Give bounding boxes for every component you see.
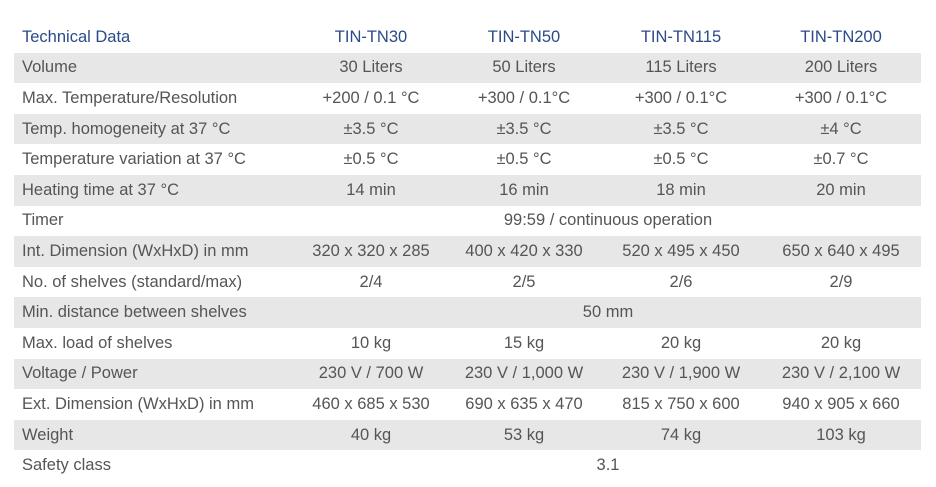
cell: 815 x 750 x 600 [622, 394, 740, 413]
header-label: Technical Data [22, 27, 131, 46]
cell: +300 / 0.1°C [477, 88, 571, 107]
cell: ±3.5 °C [343, 119, 399, 138]
row-label: Weight [22, 425, 74, 444]
cell: 320 x 320 x 285 [312, 241, 430, 260]
cell: ±0.5 °C [343, 150, 399, 169]
table-body: Volume 30 Liters 50 Liters 115 Liters 200 Li… [14, 52, 921, 481]
cell: ±4 °C [820, 119, 862, 138]
cell: ±0.7 °C [813, 150, 869, 169]
cell: 520 x 495 x 450 [622, 241, 740, 260]
table-row: Safety class 3.1 [14, 450, 921, 481]
cell: 460 x 685 x 530 [312, 394, 430, 413]
cell: +300 / 0.1°C [634, 88, 728, 107]
cell: 3.1 [596, 456, 620, 475]
cell: 99:59 / continuous operation [503, 211, 713, 230]
row-label: Temp. homogeneity at 37 °C [22, 119, 231, 138]
row-label: Max. Temperature/Resolution [22, 88, 238, 107]
cell: 690 x 635 x 470 [465, 394, 583, 413]
table-row: Min. distance between shelves 50 mm [14, 297, 921, 328]
cell: 940 x 905 x 660 [782, 394, 900, 413]
cell: ±0.5 °C [496, 150, 552, 169]
table-row: No. of shelves (standard/max) 2/4 2/5 2/6 2/… [14, 267, 921, 298]
table-row: Temp. homogeneity at 37 °C ±3.5 °C ±3.5 °C… [14, 113, 921, 145]
cell: 200 Liters [804, 58, 878, 77]
cell: 40 kg [350, 425, 392, 444]
cell: 650 x 640 x 495 [782, 241, 900, 260]
table-row: Max. load of shelves 10 kg 15 kg 20 kg 20 kg [14, 328, 921, 359]
cell: 115 Liters [645, 58, 717, 77]
spec-table: Technical Data TIN-TN30 TIN-TN50 TIN-TN115 T… [14, 22, 921, 481]
cell: 230 V / 1,900 W [621, 364, 741, 383]
cell: +200 / 0.1 °C [322, 88, 420, 107]
row-label: Int. Dimension (WxHxD) in mm [22, 241, 249, 260]
table-row: Voltage / Power 230 V / 700 W 230 V / 1,00… [14, 358, 921, 390]
cell: 14 min [346, 180, 396, 199]
table-row: Weight 40 kg 53 kg 74 kg 103 kg [14, 419, 921, 451]
table-row: Heating time at 37 °C 14 min 16 min 18 min 2… [14, 174, 921, 206]
table-row: Timer 99:59 / continuous operation [14, 206, 921, 237]
cell: 74 kg [660, 425, 702, 444]
cell: 53 kg [503, 425, 545, 444]
cell: 20 kg [660, 333, 702, 352]
cell: 2/4 [359, 272, 383, 291]
column-header: TIN-TN50 [487, 27, 561, 46]
cell: 230 V / 700 W [318, 364, 424, 383]
cell: 18 min [656, 180, 706, 199]
cell: 2/6 [669, 272, 693, 291]
row-label: Max. load of shelves [22, 333, 173, 352]
column-header: TIN-TN30 [334, 27, 408, 46]
row-label: Temperature variation at 37 °C [22, 150, 246, 169]
cell: 2/9 [829, 272, 853, 291]
table-row: Max. Temperature/Resolution +200 / 0.1 °C… [14, 83, 921, 114]
row-label: Min. distance between shelves [22, 303, 247, 322]
cell: 2/5 [512, 272, 536, 291]
cell: 20 kg [820, 333, 862, 352]
cell: ±3.5 °C [496, 119, 552, 138]
row-label: Timer [22, 211, 64, 230]
header-row: Technical Data TIN-TN30 TIN-TN50 TIN-TN115 T… [14, 22, 921, 53]
cell: 20 min [816, 180, 866, 199]
column-header: TIN-TN200 [800, 27, 882, 46]
cell: 50 mm [582, 303, 634, 322]
cell: +300 / 0.1°C [794, 88, 888, 107]
cell: 15 kg [503, 333, 545, 352]
cell: 230 V / 1,000 W [464, 364, 584, 383]
row-label: Volume [22, 58, 78, 77]
cell: 230 V / 2,100 W [781, 364, 901, 383]
table-row: Temperature variation at 37 °C ±0.5 °C ±0.… [14, 144, 921, 175]
cell: 10 kg [350, 333, 392, 352]
row-label: Safety class [22, 456, 111, 475]
table-row: Volume 30 Liters 50 Liters 115 Liters 200 Li… [14, 52, 921, 84]
cell: 16 min [499, 180, 549, 199]
row-label: Ext. Dimension (WxHxD) in mm [22, 394, 254, 413]
row-label: Voltage / Power [22, 364, 138, 383]
cell: ±0.5 °C [653, 150, 709, 169]
table-row: Int. Dimension (WxHxD) in mm 320 x 320 x … [14, 236, 921, 267]
table-row: Ext. Dimension (WxHxD) in mm 460 x 685 x … [14, 389, 921, 420]
row-label: No. of shelves (standard/max) [22, 272, 243, 291]
cell: ±3.5 °C [653, 119, 709, 138]
cell: 30 Liters [339, 58, 403, 77]
row-label: Heating time at 37 °C [22, 180, 180, 199]
cell: 50 Liters [492, 58, 556, 77]
cell: 400 x 420 x 330 [465, 241, 583, 260]
column-header: TIN-TN115 [640, 27, 722, 46]
cell: 103 kg [816, 425, 866, 444]
